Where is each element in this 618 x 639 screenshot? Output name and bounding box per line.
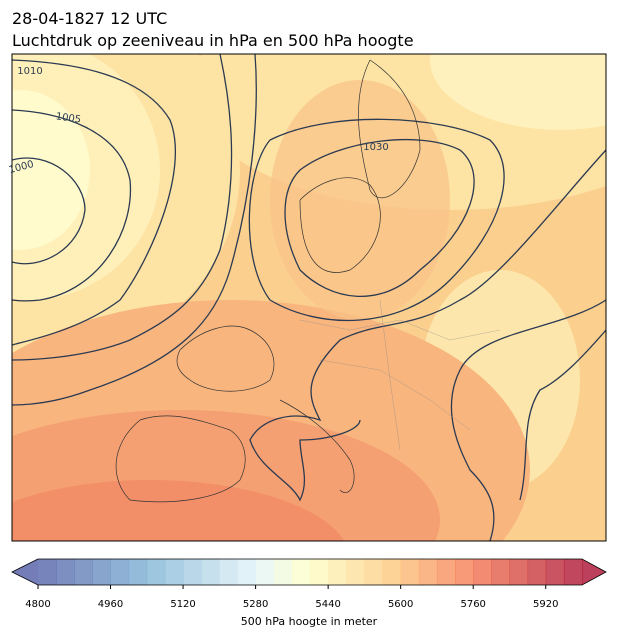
- colorbar-segment: [92, 559, 112, 585]
- colorbar-segment: [545, 559, 565, 585]
- colorbar-segment: [346, 559, 365, 585]
- colorbar-tick-label: 5280: [243, 599, 268, 610]
- colorbar-segment: [310, 559, 329, 585]
- colorbar-segment: [56, 559, 75, 585]
- colorbar-segment: [436, 559, 456, 585]
- contour-label: 1030: [363, 142, 388, 153]
- colorbar-segment: [382, 559, 402, 585]
- colorbar-tick-label: 5120: [170, 599, 195, 610]
- map-title: 28-04-1827 12 UTC: [12, 9, 167, 28]
- colorbar-segment: [38, 559, 57, 585]
- colorbar-segment: [418, 559, 438, 585]
- colorbar-segment: [400, 559, 420, 585]
- colorbar-tick-label: 5440: [315, 599, 340, 610]
- colorbar-segment: [146, 559, 166, 585]
- colorbar-segment: [328, 559, 347, 585]
- colorbar-segment: [527, 559, 547, 585]
- colorbar-tick-label: 4960: [98, 599, 123, 610]
- colorbar-segment: [491, 559, 510, 585]
- colorbar-outline: [11, 558, 607, 586]
- colorbar-segment: [219, 559, 238, 585]
- colorbar-segment: [563, 559, 583, 585]
- colorbar-segment: [473, 559, 492, 585]
- colorbar-segment: [237, 559, 257, 585]
- colorbar-label: 500 hPa hoogte in meter: [241, 615, 378, 628]
- colorbar-segment: [201, 559, 220, 585]
- colorbar-segment: [128, 559, 148, 585]
- colorbar: 4800 4960 5120 5280 5440 5600 5760 5920: [11, 558, 607, 610]
- colorbar-extend: [582, 559, 606, 585]
- colorbar-segment: [74, 559, 93, 585]
- colorbar-segment: [183, 559, 202, 585]
- colorbar-segment: [110, 559, 130, 585]
- colorbar-tick-label: 5760: [460, 599, 485, 610]
- colorbar-extend: [12, 559, 38, 585]
- contour-label: 1005: [55, 111, 82, 125]
- colorbar-segment: [509, 559, 529, 585]
- contour-label: 1010: [17, 66, 42, 77]
- colorbar-tick-label: 5600: [388, 599, 413, 610]
- colorbar-segment: [255, 559, 275, 585]
- colorbar-segment: [364, 559, 384, 585]
- map-subtitle: Luchtdruk op zeeniveau in hPa en 500 hPa…: [12, 31, 414, 50]
- colorbar-segment: [164, 559, 184, 585]
- map-frame: [11, 53, 607, 542]
- colorbar-segment: [455, 559, 474, 585]
- colorbar-segment: [291, 559, 311, 585]
- colorbar-tick-label: 4800: [25, 599, 50, 610]
- colorbar-segment: [273, 559, 293, 585]
- colorbar-tick-label: 5920: [533, 599, 558, 610]
